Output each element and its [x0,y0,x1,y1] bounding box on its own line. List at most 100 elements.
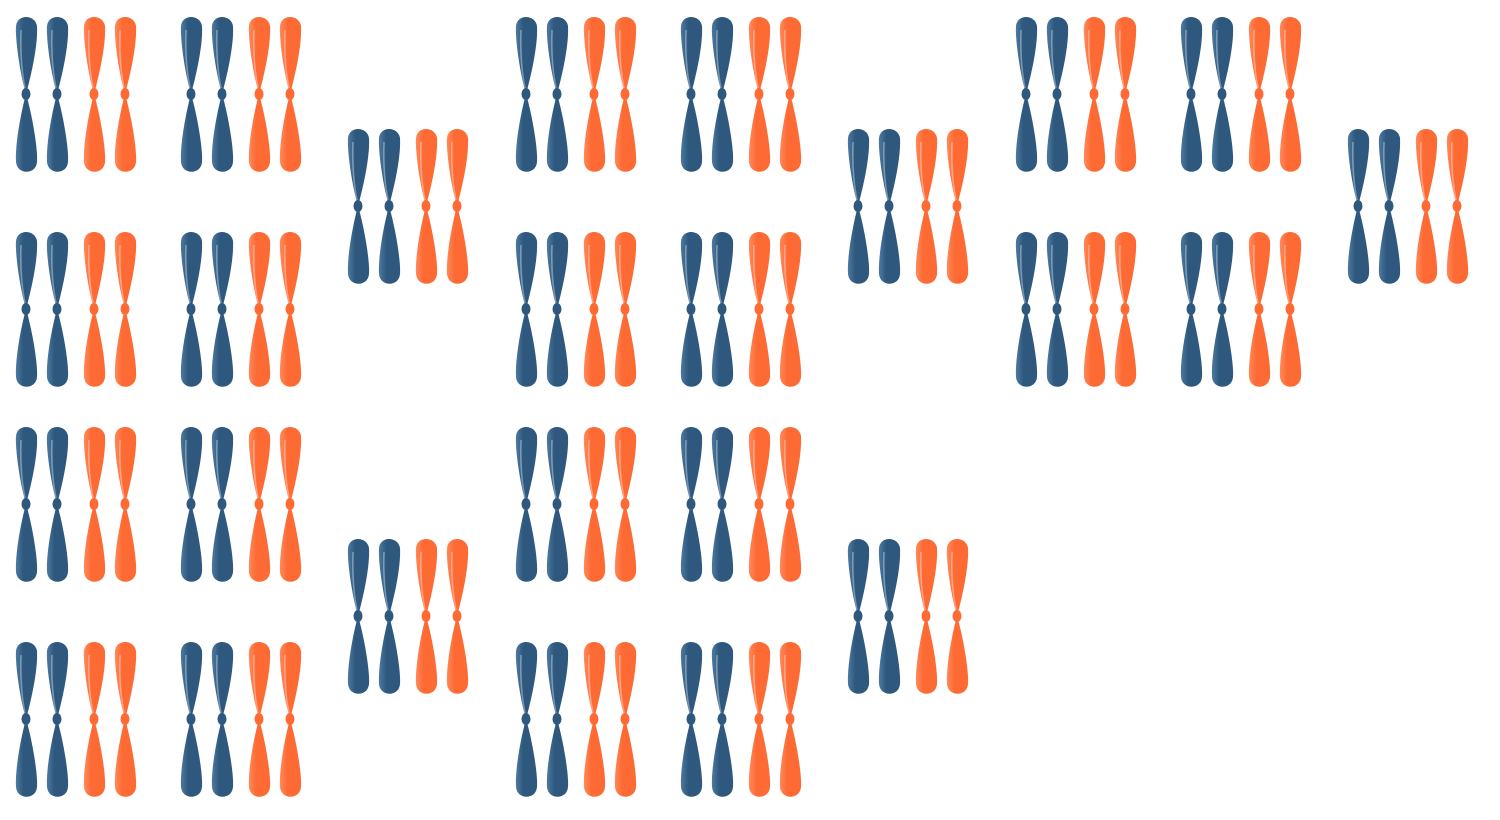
blue-propeller [15,232,38,387]
orange-propeller [415,129,438,284]
orange-propeller [1083,17,1106,172]
propeller-set [180,17,302,172]
blue-propeller [378,539,401,694]
orange-propeller [614,17,637,172]
orange-propeller [83,17,106,172]
orange-propeller [279,232,302,387]
blue-propeller [515,17,538,172]
blue-propeller [878,129,901,284]
orange-propeller [583,427,606,582]
blue-propeller [546,427,569,582]
blue-propeller [15,642,38,797]
propeller-set [680,642,802,797]
blue-propeller [1211,17,1234,172]
blue-propeller [347,539,370,694]
orange-propeller [279,427,302,582]
orange-propeller [779,232,802,387]
orange-propeller [1279,17,1302,172]
blue-propeller [680,17,703,172]
orange-propeller [614,642,637,797]
blue-propeller [180,232,203,387]
propeller-set [680,427,802,582]
blue-propeller [211,17,234,172]
propeller-set [15,232,137,387]
blue-propeller [546,642,569,797]
blue-propeller [180,427,203,582]
orange-propeller [748,642,771,797]
propeller-set [180,232,302,387]
orange-propeller [779,427,802,582]
blue-propeller [211,232,234,387]
orange-propeller [114,232,137,387]
blue-propeller [1180,17,1203,172]
blue-propeller [515,642,538,797]
blue-propeller [680,642,703,797]
orange-propeller [946,129,969,284]
blue-propeller [711,232,734,387]
propeller-set [15,642,137,797]
propeller-set [515,427,637,582]
blue-propeller [1046,17,1069,172]
orange-propeller [114,427,137,582]
orange-propeller [446,129,469,284]
propeller-set [1015,17,1137,172]
orange-propeller [446,539,469,694]
propeller-set [515,17,637,172]
orange-propeller [614,427,637,582]
propeller-set [847,129,969,284]
orange-propeller [583,232,606,387]
blue-propeller [546,17,569,172]
propeller-set [1015,232,1137,387]
orange-propeller [248,642,271,797]
orange-propeller [415,539,438,694]
orange-propeller [248,17,271,172]
propeller-set [180,642,302,797]
blue-propeller [1180,232,1203,387]
propeller-set [515,642,637,797]
blue-propeller [546,232,569,387]
propeller-set [347,539,469,694]
orange-propeller [248,232,271,387]
orange-propeller [279,17,302,172]
orange-propeller [248,427,271,582]
blue-propeller [711,642,734,797]
propeller-sets [15,17,1469,797]
blue-propeller [847,129,870,284]
orange-propeller [748,17,771,172]
orange-propeller [583,642,606,797]
orange-propeller [779,17,802,172]
propeller-set [515,232,637,387]
blue-propeller [46,17,69,172]
propeller-set [15,17,137,172]
orange-propeller [1083,232,1106,387]
orange-propeller [83,427,106,582]
propeller-set [680,232,802,387]
orange-propeller [1446,129,1469,284]
blue-propeller [711,17,734,172]
orange-propeller [583,17,606,172]
blue-propeller [515,427,538,582]
propeller-set [1180,232,1302,387]
orange-propeller [83,642,106,797]
orange-propeller [748,427,771,582]
orange-propeller [114,17,137,172]
orange-propeller [83,232,106,387]
blue-propeller [46,427,69,582]
orange-propeller [1415,129,1438,284]
blue-propeller [211,427,234,582]
blue-propeller [878,539,901,694]
blue-propeller [680,427,703,582]
blue-propeller [1015,232,1038,387]
blue-propeller [1378,129,1401,284]
blue-propeller [347,129,370,284]
blue-propeller [180,642,203,797]
blue-propeller [711,427,734,582]
orange-propeller [915,539,938,694]
blue-propeller [515,232,538,387]
blue-propeller [46,232,69,387]
propeller-set [1180,17,1302,172]
orange-propeller [915,129,938,284]
blue-propeller [15,17,38,172]
blue-propeller [1015,17,1038,172]
